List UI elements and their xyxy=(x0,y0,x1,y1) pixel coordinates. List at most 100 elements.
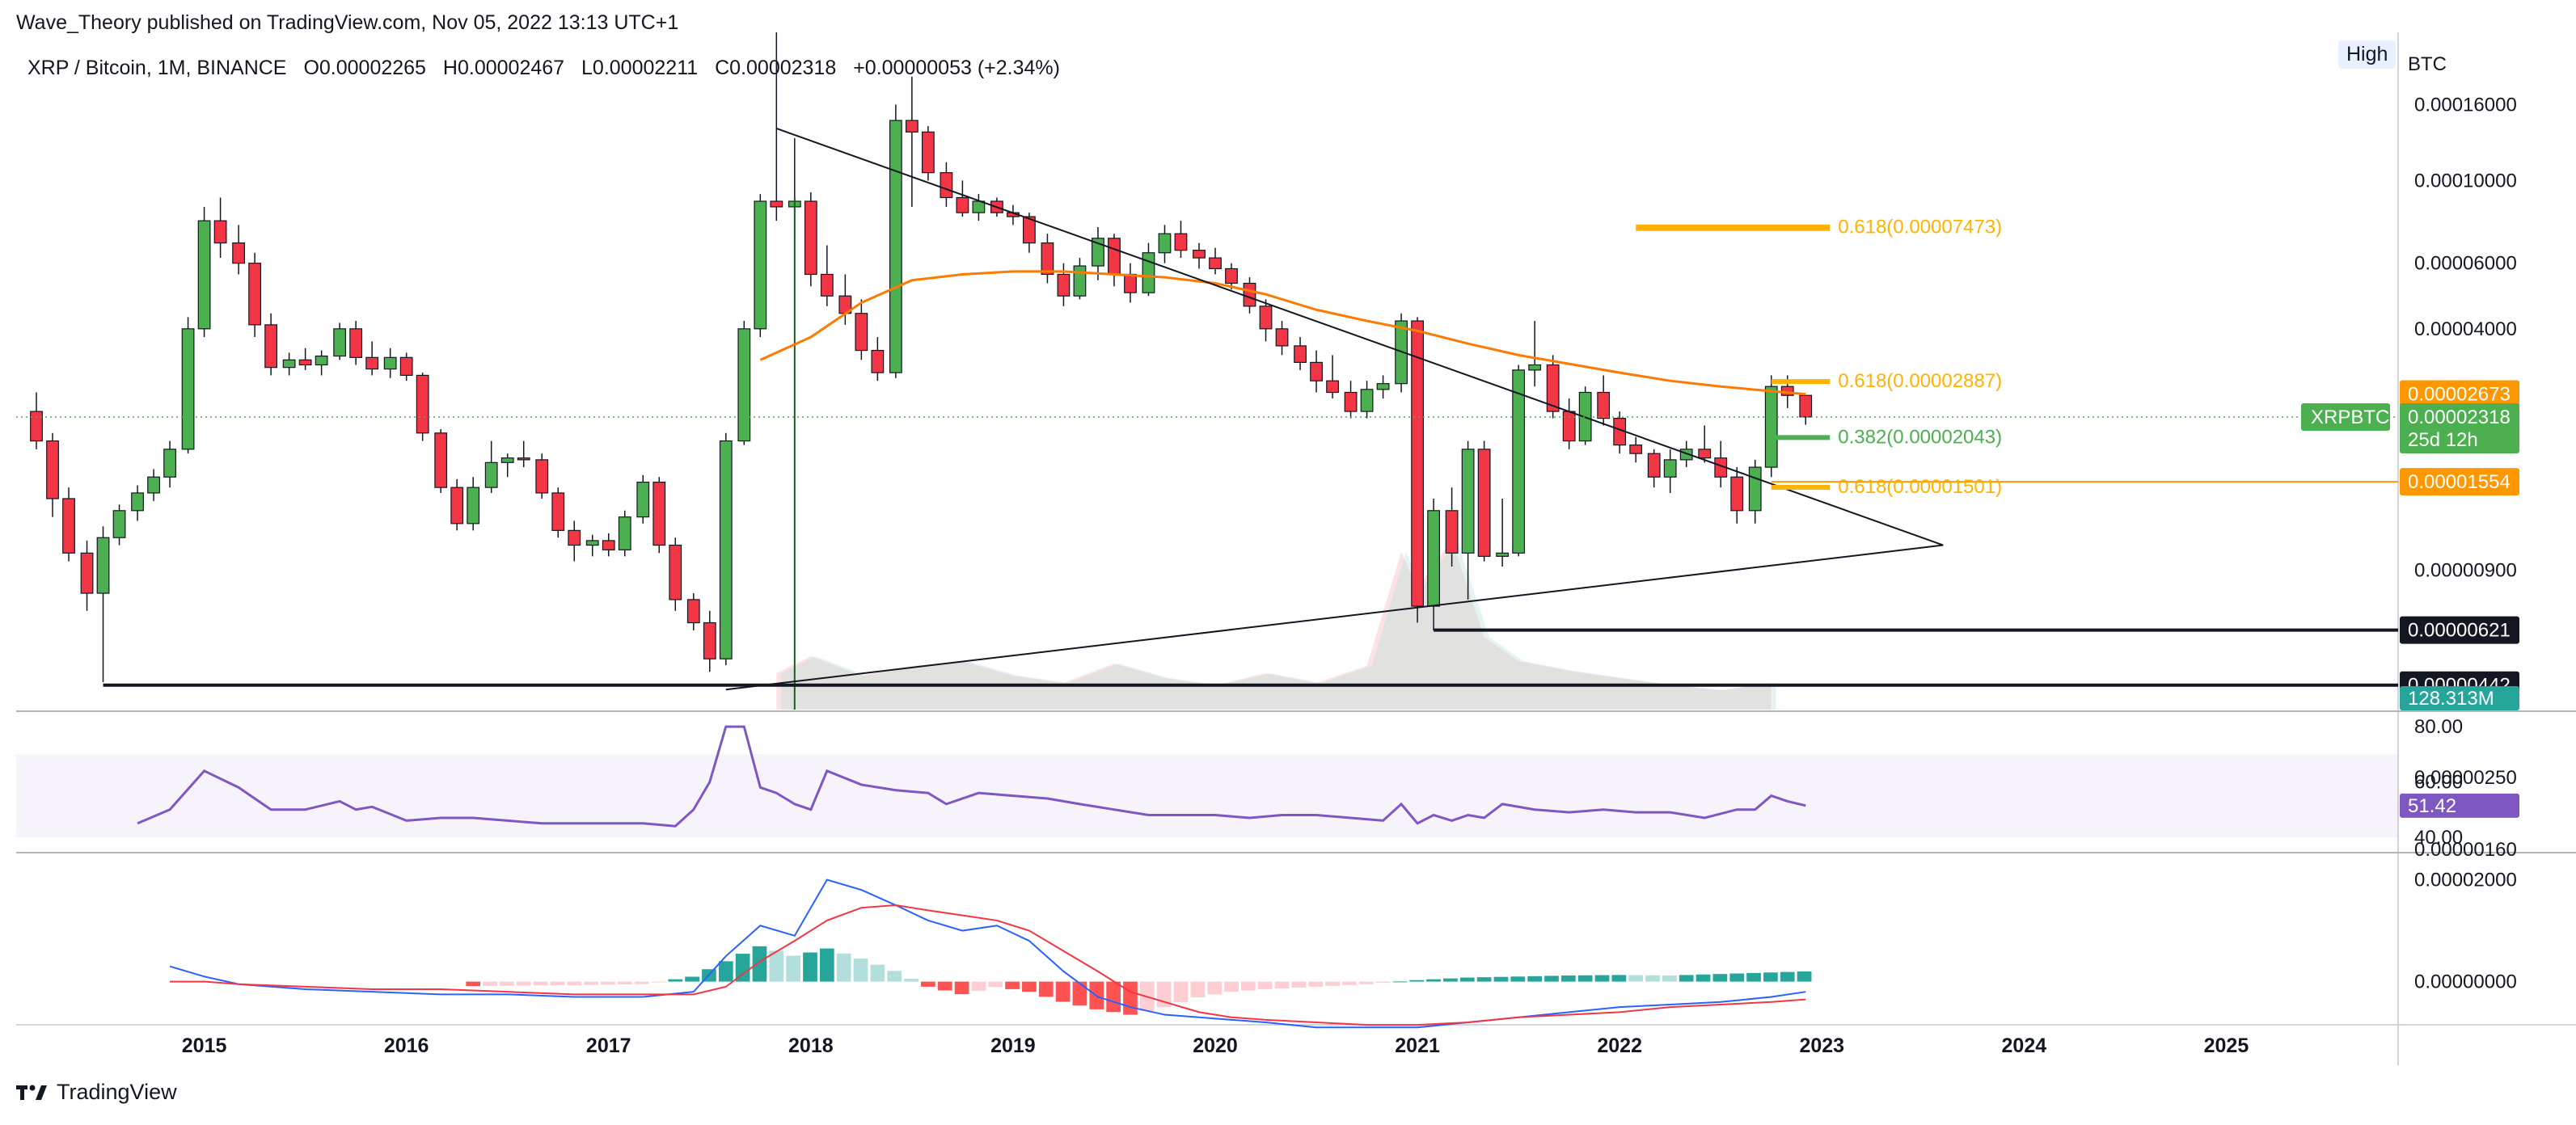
candle xyxy=(652,477,666,554)
candle xyxy=(1411,317,1424,623)
macd-histogram-bar xyxy=(550,981,565,986)
support-621-label-bg xyxy=(2400,616,2519,644)
macd-histogram-bar xyxy=(1746,972,1761,982)
candle-body xyxy=(568,529,581,546)
axes: 0.00016000 0.00010000 0.00006000 0.00004000… xyxy=(182,94,2517,1057)
macd-histogram-bar xyxy=(1611,975,1627,982)
candle-body xyxy=(30,411,43,442)
candle-body xyxy=(1445,510,1459,554)
price-tick-label: 0.00000250 xyxy=(2414,767,2517,789)
candle xyxy=(1225,263,1238,290)
candle-body xyxy=(147,476,160,494)
macd-line xyxy=(169,879,1806,1029)
candle xyxy=(669,537,682,611)
candle xyxy=(1209,247,1222,275)
candle-body xyxy=(1073,265,1087,297)
macd-histogram-bar xyxy=(634,981,649,984)
candle-body xyxy=(1294,345,1307,363)
high-button[interactable]: High xyxy=(2338,40,2397,69)
signal-line xyxy=(170,904,1806,1026)
candle-body xyxy=(905,120,918,133)
candle xyxy=(1663,449,1677,493)
candle-body xyxy=(517,457,530,461)
candle-body xyxy=(416,374,429,434)
candle xyxy=(972,194,986,221)
candle-body xyxy=(1764,386,1778,468)
candle-body xyxy=(804,200,817,276)
candle-body xyxy=(1108,238,1121,276)
candle-body xyxy=(686,599,700,624)
macd-histogram-bar xyxy=(1729,973,1745,982)
candle-body xyxy=(585,540,599,546)
macd-histogram-bar xyxy=(1544,975,1559,982)
candle xyxy=(636,474,650,524)
candle-body xyxy=(181,328,195,450)
candle-body xyxy=(1477,449,1491,557)
candle-body xyxy=(1461,449,1475,554)
macd-histogram-bar xyxy=(803,952,817,982)
ticker-badge-bg xyxy=(2301,403,2390,432)
volume-profile xyxy=(776,540,1776,710)
candle-body xyxy=(1023,216,1036,244)
footer-brand[interactable]: TradingView xyxy=(16,1080,177,1105)
macd-histogram-bar xyxy=(1325,981,1340,986)
candle xyxy=(1698,425,1712,463)
ohlc-legend: XRP / Bitcoin, 1M, BINANCE O0.00002265 H… xyxy=(27,57,1071,80)
candle-body xyxy=(213,220,227,244)
candle xyxy=(232,225,245,275)
macd-histogram-bar xyxy=(483,981,497,986)
legend-close: C0.00002318 xyxy=(715,57,837,79)
candle-body xyxy=(855,313,868,352)
legend-symbol[interactable]: XRP / Bitcoin, 1M, BINANCE xyxy=(27,57,287,79)
last-price-label: 0.00002318 xyxy=(2408,407,2511,428)
macd-histogram-bar xyxy=(1780,971,1795,982)
price-tick-label: 0.00000160 xyxy=(2414,839,2517,861)
candle-body xyxy=(1158,233,1172,254)
macd-tick-label: 0.00002000 xyxy=(2414,870,2517,891)
candle xyxy=(1041,234,1054,284)
support-621-label: 0.00000621 xyxy=(2408,620,2511,642)
time-tick-label: 2016 xyxy=(384,1034,429,1057)
candle xyxy=(1310,350,1323,393)
macd-histogram-bar xyxy=(1274,981,1290,989)
macd-histogram-bar xyxy=(567,981,582,985)
rsi-tick-label: 80.00 xyxy=(2414,716,2463,738)
candle xyxy=(585,534,599,557)
candle xyxy=(703,610,716,672)
candle-body xyxy=(467,487,480,525)
time-tick-label: 2020 xyxy=(1193,1034,1238,1057)
candle xyxy=(264,313,278,376)
candle xyxy=(1629,436,1643,463)
candle xyxy=(213,197,227,259)
ema-line xyxy=(759,270,1806,396)
candle xyxy=(1294,337,1307,370)
macd-histogram-bar xyxy=(466,981,481,987)
candle-body xyxy=(450,487,464,525)
time-tick-label: 2022 xyxy=(1597,1034,1642,1057)
candle xyxy=(1174,221,1188,259)
macd-histogram-bar xyxy=(1493,976,1509,982)
candle xyxy=(602,533,615,557)
macd-histogram-bar xyxy=(1476,977,1492,982)
macd-histogram-bar xyxy=(988,981,1003,988)
candle xyxy=(1193,242,1206,269)
candle-body xyxy=(1243,282,1256,307)
candle xyxy=(568,520,581,562)
candle-body xyxy=(636,481,650,518)
macd-histogram-bar xyxy=(651,981,666,983)
macd-histogram-bar xyxy=(1392,981,1408,983)
candle-body xyxy=(1209,257,1222,270)
candle xyxy=(181,317,195,454)
macd-histogram-bar xyxy=(887,971,902,982)
macd-histogram-bar xyxy=(1342,981,1357,985)
rsi-tick-label: 60.00 xyxy=(2414,772,2463,794)
candle xyxy=(1158,225,1172,263)
volume-area-up xyxy=(781,540,1776,710)
rsi-value-label-bg xyxy=(2400,793,2519,818)
candle-body xyxy=(365,356,379,370)
macd-tick-label: 0.00000000 xyxy=(2414,971,2517,993)
candle xyxy=(737,321,751,445)
macd-histogram-bar xyxy=(1055,981,1071,1002)
candle-body xyxy=(1663,459,1677,478)
